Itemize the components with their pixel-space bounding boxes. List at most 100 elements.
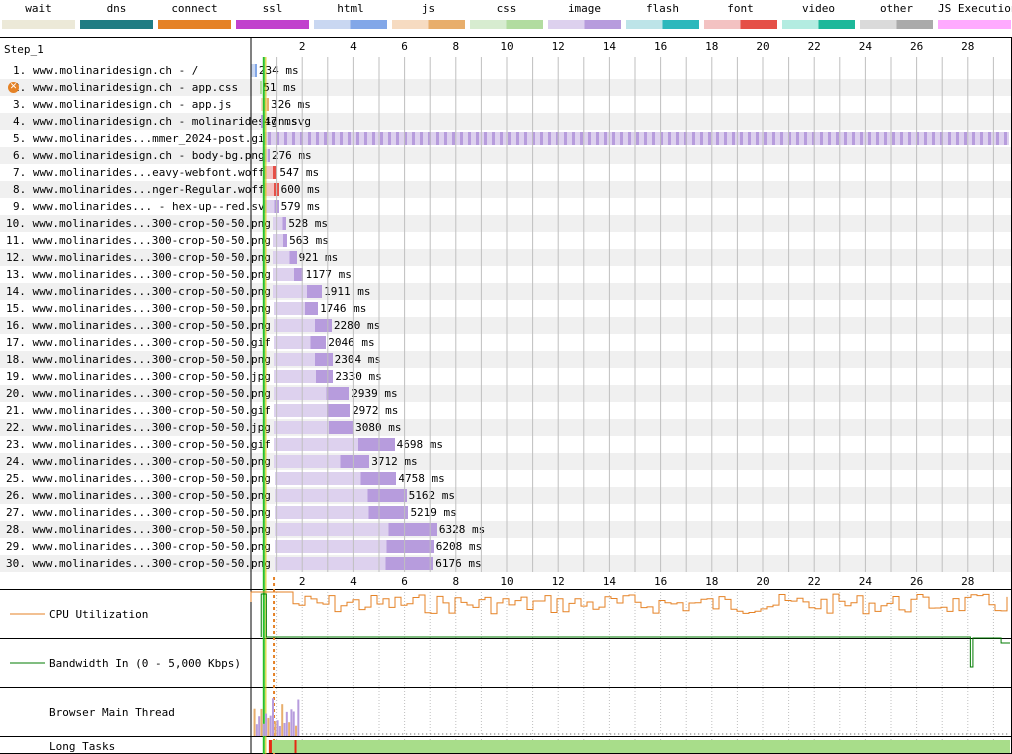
cpu-utilization-line bbox=[250, 591, 1008, 615]
legend-item-flash: flash bbox=[626, 0, 699, 32]
request-bar[interactable] bbox=[273, 302, 319, 315]
request-label[interactable]: 20. www.molinarides...300-crop-50-50.png bbox=[6, 387, 271, 400]
main-thread-activity bbox=[890, 733, 892, 735]
request-label[interactable]: 9. www.molinarides... - hex-up--red.svg bbox=[13, 200, 272, 213]
legend-label: js bbox=[421, 2, 436, 15]
main-thread-activity bbox=[946, 733, 948, 735]
request-label[interactable]: 16. www.molinarides...300-crop-50-50.png bbox=[6, 319, 271, 332]
request-duration: 528 ms bbox=[288, 217, 329, 230]
main-thread-activity bbox=[366, 733, 368, 735]
main-thread-activity bbox=[758, 733, 760, 735]
request-bar[interactable] bbox=[262, 132, 1009, 145]
request-label[interactable]: 6. www.molinaridesign.ch - body-bg.png bbox=[13, 149, 265, 162]
request-duration: 6208 ms bbox=[435, 540, 483, 553]
request-bar[interactable] bbox=[273, 353, 333, 366]
request-label[interactable]: 14. www.molinarides...300-crop-50-50.png bbox=[6, 285, 271, 298]
request-label[interactable]: 23. www.molinarides...300-crop-50-50.gif bbox=[6, 438, 271, 451]
request-label[interactable]: 13. www.molinarides...300-crop-50-50.png bbox=[6, 268, 271, 281]
request-bar[interactable] bbox=[273, 268, 304, 281]
request-bar[interactable] bbox=[263, 200, 279, 213]
main-thread-activity bbox=[838, 733, 840, 735]
request-bar[interactable] bbox=[275, 557, 434, 570]
main-thread-activity bbox=[602, 733, 604, 735]
request-bar[interactable] bbox=[273, 251, 297, 264]
request-label[interactable]: 19. www.molinarides...300-crop-50-50.jpg bbox=[6, 370, 271, 383]
request-bar[interactable] bbox=[263, 183, 279, 196]
request-label[interactable]: 26. www.molinarides...300-crop-50-50.png bbox=[6, 489, 271, 502]
request-label[interactable]: 12. www.molinarides...300-crop-50-50.png bbox=[6, 251, 271, 264]
legend-label: html bbox=[337, 2, 364, 15]
main-thread-activity bbox=[862, 733, 864, 735]
main-thread-activity bbox=[742, 733, 744, 735]
main-thread-activity bbox=[358, 733, 360, 735]
request-label[interactable]: 7. www.molinarides...eavy-webfont.woff2 bbox=[13, 166, 272, 179]
request-bar[interactable] bbox=[274, 455, 370, 468]
request-bar[interactable] bbox=[274, 404, 351, 417]
request-bar[interactable] bbox=[274, 540, 434, 553]
main-thread-activity bbox=[306, 733, 308, 735]
request-bar[interactable] bbox=[274, 421, 354, 434]
request-label[interactable]: 1. www.molinaridesign.ch - / bbox=[13, 64, 199, 77]
main-thread-activity bbox=[610, 733, 612, 735]
request-label[interactable]: 24. www.molinarides...300-crop-50-50.png bbox=[6, 455, 271, 468]
request-bar[interactable] bbox=[260, 98, 270, 111]
request-bar[interactable] bbox=[274, 387, 350, 400]
legend-item-connect: connect bbox=[158, 0, 231, 32]
request-label[interactable]: 29. www.molinarides...300-crop-50-50.png bbox=[6, 540, 271, 553]
request-bar[interactable] bbox=[273, 370, 334, 383]
request-label[interactable]: 28. www.molinarides...300-crop-50-50.png bbox=[6, 523, 271, 536]
request-bar[interactable] bbox=[259, 81, 262, 94]
main-thread-activity bbox=[390, 733, 392, 735]
request-label[interactable]: 25. www.molinarides...300-crop-50-50.png bbox=[6, 472, 271, 485]
request-bar[interactable] bbox=[274, 489, 407, 502]
request-label[interactable]: 17. www.molinarides...300-crop-50-50.gif bbox=[6, 336, 271, 349]
time-tick: 24 bbox=[858, 575, 873, 588]
main-thread-activity bbox=[354, 733, 356, 735]
request-label[interactable]: 3. www.molinaridesign.ch - app.js bbox=[13, 98, 232, 111]
row-stripe bbox=[0, 215, 1012, 232]
main-thread-activity bbox=[674, 733, 676, 735]
request-label[interactable]: 11. www.molinarides...300-crop-50-50.png bbox=[6, 234, 271, 247]
request-label[interactable]: 10. www.molinarides...300-crop-50-50.png bbox=[6, 217, 271, 230]
main-thread-activity bbox=[878, 733, 880, 735]
main-thread-activity bbox=[346, 733, 348, 735]
legend-item-font: font bbox=[704, 0, 777, 32]
request-label[interactable]: 8. www.molinarides...nger-Regular.woff2 bbox=[13, 183, 272, 196]
request-bar[interactable] bbox=[263, 166, 278, 179]
request-bar[interactable] bbox=[274, 506, 409, 519]
request-bar[interactable] bbox=[274, 523, 437, 536]
request-bar[interactable] bbox=[274, 472, 397, 485]
request-label[interactable]: 15. www.molinarides...300-crop-50-50.png bbox=[6, 302, 271, 315]
request-label[interactable]: 22. www.molinarides...300-crop-50-50.jpg bbox=[6, 421, 271, 434]
main-thread-activity bbox=[826, 733, 828, 735]
request-bar[interactable] bbox=[260, 115, 263, 128]
request-bar[interactable] bbox=[273, 336, 327, 349]
main-thread-activity bbox=[558, 733, 560, 735]
main-thread-activity bbox=[886, 733, 888, 735]
cpu-utilization-label: CPU Utilization bbox=[49, 608, 149, 621]
main-thread-activity bbox=[582, 733, 584, 735]
request-label[interactable]: 30. www.molinarides...300-crop-50-50.png bbox=[6, 557, 271, 570]
legend-swatch bbox=[80, 20, 153, 29]
legend-item-html: html bbox=[314, 0, 387, 32]
request-label[interactable]: 27. www.molinarides...300-crop-50-50.png bbox=[6, 506, 271, 519]
request-duration: 6328 ms bbox=[438, 523, 486, 536]
request-label[interactable]: 2. www.molinaridesign.ch - app.css bbox=[13, 81, 239, 94]
request-bar[interactable] bbox=[274, 438, 395, 451]
main-thread-label: Browser Main Thread bbox=[49, 706, 175, 719]
request-label[interactable]: 21. www.molinarides...300-crop-50-50.gif bbox=[6, 404, 271, 417]
main-thread-activity bbox=[292, 711, 295, 736]
main-thread-activity bbox=[746, 733, 748, 735]
request-label[interactable]: 18. www.molinarides...300-crop-50-50.png bbox=[6, 353, 271, 366]
main-thread-activity bbox=[690, 733, 692, 735]
main-thread-activity bbox=[566, 733, 568, 735]
request-bar[interactable] bbox=[251, 64, 257, 77]
legend-label: ssl bbox=[262, 2, 283, 15]
request-bar[interactable] bbox=[273, 285, 323, 298]
step-label: Step_1 bbox=[4, 43, 44, 56]
main-thread-activity bbox=[918, 733, 920, 735]
row-stripe bbox=[0, 419, 1012, 436]
main-thread-activity bbox=[406, 733, 408, 735]
request-label[interactable]: 5. www.molinarides...mmer_2024-post.gif bbox=[13, 132, 272, 145]
main-thread-activity bbox=[494, 733, 496, 735]
